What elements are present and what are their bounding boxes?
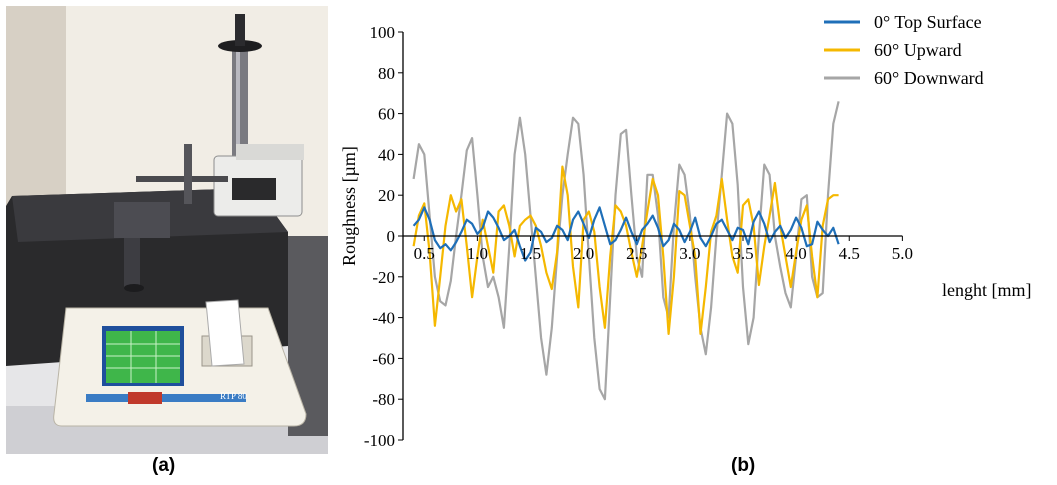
legend-label-0: 0° Top Surface	[874, 12, 982, 32]
x-axis-title: lenght [mm]	[942, 280, 1031, 300]
axes-layer: 100 80 60 40 20 0 -20 -40 -60 -80 -100 0.5 1.0 1.5 2.0…	[339, 23, 1031, 450]
probe-stand	[184, 144, 192, 204]
rtp-screen-grid	[106, 331, 180, 383]
drive-window	[232, 178, 276, 200]
x-tick-label: 2.0	[573, 244, 594, 263]
x-tick-label: 4.5	[839, 244, 860, 263]
rtp-stripe	[86, 394, 246, 402]
y-tick-label: -20	[372, 268, 395, 287]
chart-svg: 100 80 60 40 20 0 -20 -40 -60 -80 -100 0.5 1.0 1.5 2.0…	[339, 12, 1031, 450]
y-tick-label: -80	[372, 390, 395, 409]
y-tick-label: -60	[372, 349, 395, 368]
x-tick-label: 3.5	[732, 244, 753, 263]
legend-label-1: 60° Upward	[874, 40, 962, 60]
printer-paper	[205, 299, 245, 367]
series-line-1	[412, 165, 839, 335]
column-highlight	[236, 44, 240, 184]
roughness-chart: 100 80 60 40 20 0 -20 -40 -60 -80 -100 0.5 1.0 1.5 2.0…	[330, 0, 1057, 480]
rtp-device-label: RTP 80	[220, 391, 247, 401]
drive-top	[236, 144, 304, 160]
y-tick-label: 80	[378, 64, 395, 83]
panel-label-a: (a)	[152, 455, 176, 476]
y-tick-label: 40	[378, 145, 395, 164]
y-tick-label: 100	[370, 23, 396, 42]
y-tick-label: -100	[364, 431, 395, 450]
y-tick-label: 0	[387, 227, 396, 246]
y-axis-title: Roughness [µm]	[339, 146, 359, 266]
column-screw	[235, 14, 245, 46]
vise-body	[114, 202, 170, 238]
series-line-2	[412, 101, 840, 401]
legend: 0° Top Surface 60° Upward 60° Downward	[824, 12, 984, 88]
x-tick-label: 5.0	[892, 244, 913, 263]
probe-arm	[136, 176, 228, 182]
y-tick-label: 60	[378, 105, 395, 124]
x-tick-label: 1.0	[467, 244, 488, 263]
x-tick-label: 1.5	[520, 244, 541, 263]
y-tick-label: 20	[378, 186, 395, 205]
panel-label-b: (b)	[731, 455, 756, 476]
photo-drawing: RTP 80	[6, 6, 328, 454]
x-tick-label: 2.5	[626, 244, 647, 263]
vise-leg	[124, 238, 140, 288]
x-tick-label: 4.0	[786, 244, 807, 263]
rtp-screen	[106, 331, 180, 383]
vise-foot	[124, 284, 144, 292]
photo-profilometer: RTP 80	[6, 6, 328, 454]
y-tick-label: -40	[372, 309, 395, 328]
legend-label-2: 60° Downward	[874, 68, 984, 88]
rtp-buttons	[128, 392, 162, 404]
x-tick-label: 3.0	[679, 244, 700, 263]
x-tick-label: 0.5	[414, 244, 435, 263]
